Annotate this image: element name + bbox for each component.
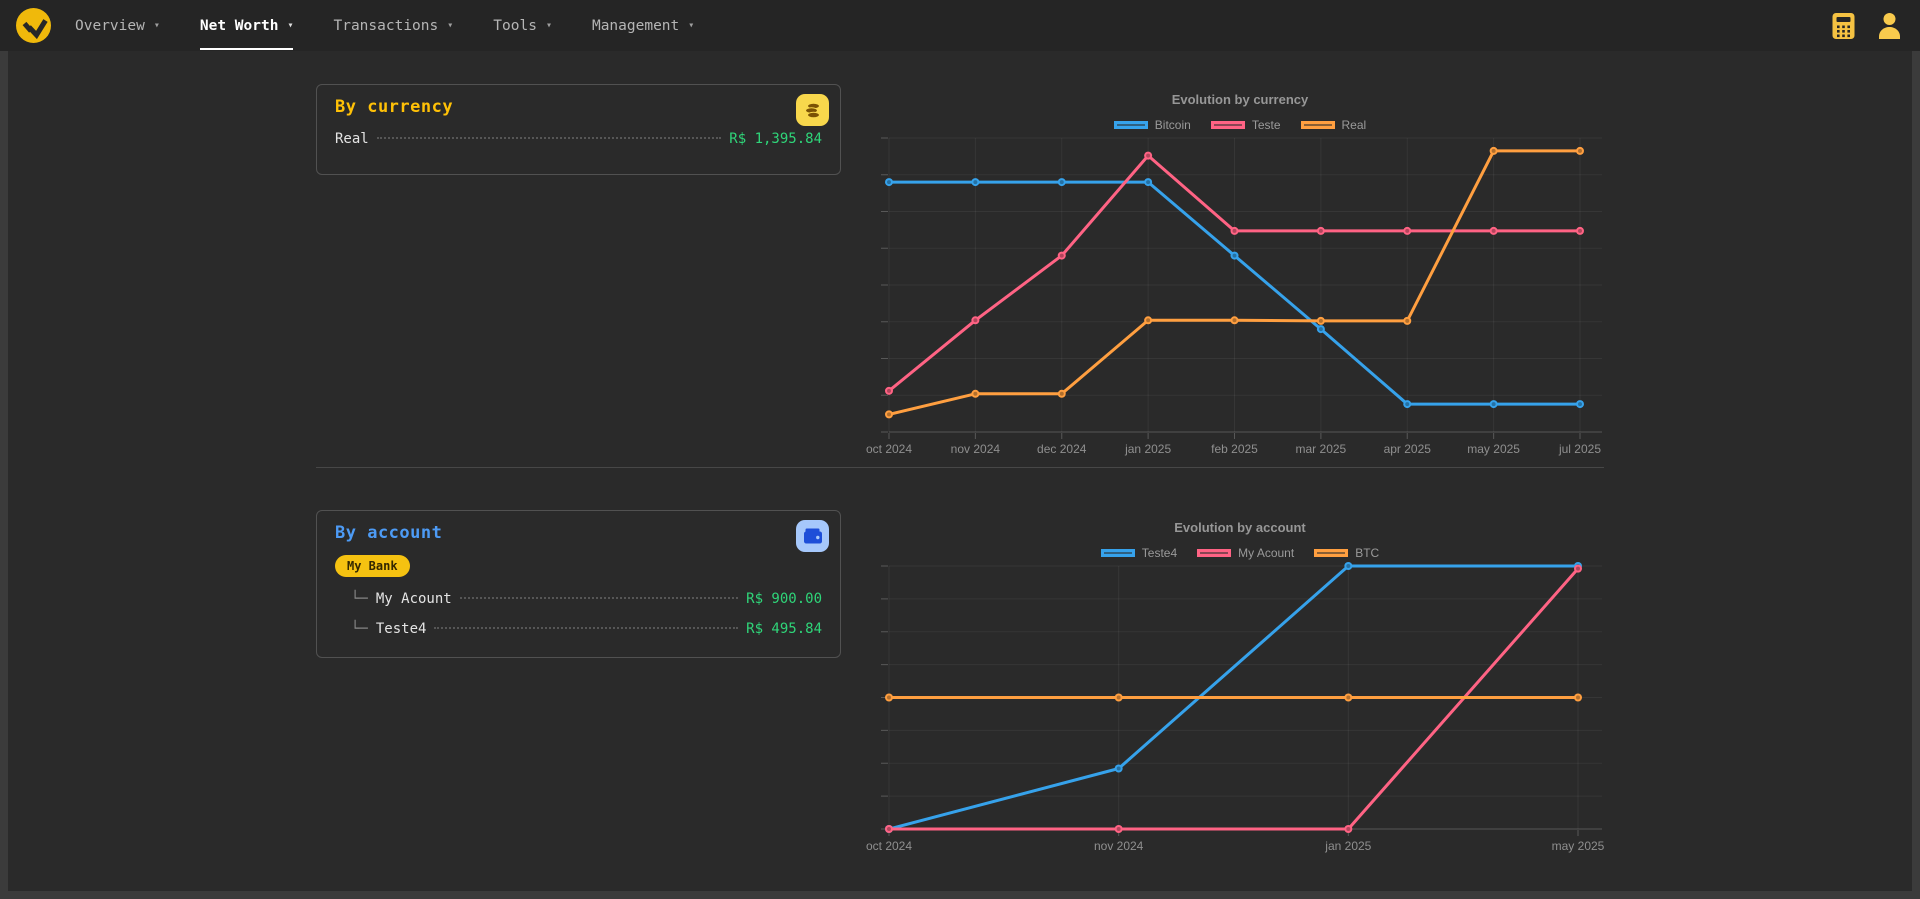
- x-axis-label: nov 2024: [1094, 839, 1144, 853]
- chart-canvas[interactable]: oct 2024 nov 2024 dec 2024 jan 2025 feb 2025…: [866, 137, 1612, 462]
- chevron-down-icon: ▾: [287, 20, 294, 31]
- wallet-icon[interactable]: [796, 520, 829, 552]
- legend-swatch: [1300, 121, 1335, 129]
- legend-label: My Acount: [1238, 546, 1295, 560]
- section-divider: [316, 467, 1604, 468]
- legend-item-bitcoin[interactable]: Bitcoin: [1113, 118, 1191, 132]
- x-axis-label: oct 2024: [866, 839, 912, 853]
- legend-swatch: [1197, 549, 1232, 557]
- by-account-title: By account: [335, 523, 443, 543]
- account-row: └─ Teste4 R$ 495.84: [335, 621, 822, 637]
- x-axis-label: oct 2024: [866, 442, 912, 456]
- chevron-down-icon: ▾: [447, 20, 454, 31]
- legend-label: Bitcoin: [1154, 118, 1191, 132]
- currency-row: Real R$ 1,395.84: [335, 131, 822, 147]
- nav-item-transactions[interactable]: Transactions ▾: [333, 0, 453, 51]
- x-axis-label: dec 2024: [1037, 442, 1087, 456]
- account-value: R$ 495.84: [746, 621, 822, 637]
- account-label: Teste4: [375, 621, 427, 637]
- legend-swatch: [1210, 121, 1245, 129]
- nav-item-net-worth[interactable]: Net Worth ▾: [199, 0, 294, 51]
- evolution-by-account-chart: Evolution by account Teste4 My Acount BTC oc…: [866, 518, 1612, 859]
- legend-label: Teste4: [1141, 546, 1178, 560]
- nav-item-label: Overview: [75, 17, 145, 34]
- legend-swatch: [1113, 121, 1148, 129]
- currency-label: Real: [335, 131, 369, 147]
- account-value: R$ 900.00: [746, 591, 822, 607]
- x-axis-label: jul 2025: [1558, 442, 1601, 456]
- legend-item-teste[interactable]: Teste: [1210, 118, 1281, 132]
- navbar-right: [1832, 12, 1920, 40]
- tree-branch-icon: └─: [351, 591, 368, 607]
- nav-item-management[interactable]: Management ▾: [592, 0, 694, 51]
- user-icon[interactable]: [1877, 12, 1902, 39]
- by-account-card: By account My Bank └─ My Acount R$ 900.00 └…: [316, 510, 841, 658]
- chart-legend: Bitcoin Teste Real: [868, 118, 1612, 132]
- nav-item-label: Management: [591, 17, 680, 34]
- nav-item-label: Net Worth: [199, 17, 279, 34]
- legend-item-btc[interactable]: BTC: [1314, 546, 1379, 560]
- coins-icon[interactable]: [796, 94, 829, 126]
- nav-item-overview[interactable]: Overview ▾: [75, 0, 160, 51]
- app-logo-icon: [15, 8, 51, 43]
- navbar: Overview ▾ Net Worth ▾ Transactions ▾ Tools ▾ Ma…: [0, 0, 1920, 51]
- tree-branch-icon: └─: [351, 621, 368, 637]
- x-axis-label: may 2025: [1552, 839, 1605, 853]
- chart-canvas[interactable]: oct 2024 nov 2024 jan 2025 may 2025: [866, 562, 1612, 859]
- x-axis-label: mar 2025: [1296, 442, 1347, 456]
- legend-swatch: [1100, 549, 1135, 557]
- chart-title: Evolution by account: [1174, 520, 1306, 535]
- legend-label: Teste: [1251, 118, 1281, 132]
- x-axis-label: apr 2025: [1384, 442, 1432, 456]
- nav-item-label: Tools: [493, 17, 537, 34]
- by-currency-title: By currency: [335, 97, 454, 117]
- evolution-by-currency-chart: Evolution by currency Bitcoin Teste Real oct…: [866, 90, 1612, 462]
- nav-menu: Overview ▾ Net Worth ▾ Transactions ▾ Tools ▾ Ma…: [75, 0, 694, 51]
- legend-item-real[interactable]: Real: [1300, 118, 1367, 132]
- account-row: └─ My Acount R$ 900.00: [335, 591, 822, 607]
- calculator-icon[interactable]: [1832, 12, 1855, 40]
- chevron-down-icon: ▾: [688, 20, 695, 31]
- x-axis-label: may 2025: [1467, 442, 1520, 456]
- currency-value: R$ 1,395.84: [729, 131, 822, 147]
- chevron-down-icon: ▾: [153, 20, 160, 31]
- x-axis-label: feb 2025: [1211, 442, 1258, 456]
- x-axis-label: jan 2025: [1124, 442, 1171, 456]
- nav-item-tools[interactable]: Tools ▾: [493, 0, 552, 51]
- by-currency-card: By currency Real R$ 1,395.84: [316, 84, 841, 175]
- legend-swatch: [1314, 549, 1349, 557]
- x-axis-label: nov 2024: [951, 442, 1001, 456]
- main-content: By currency Real R$ 1,395.84 Evolution by…: [8, 51, 1912, 891]
- by-currency-rows: Real R$ 1,395.84: [335, 131, 822, 147]
- account-label: My Acount: [375, 591, 452, 607]
- dotted-leader: [459, 597, 739, 599]
- legend-label: Real: [1341, 118, 1367, 132]
- bank-badge: My Bank: [335, 555, 410, 577]
- x-axis-label: jan 2025: [1324, 839, 1371, 853]
- by-account-rows: └─ My Acount R$ 900.00 └─ Teste4 R$ 495.84: [335, 591, 822, 637]
- dotted-leader: [434, 627, 739, 629]
- legend-item-teste4[interactable]: Teste4: [1100, 546, 1178, 560]
- nav-item-label: Transactions: [333, 17, 439, 34]
- chart-title: Evolution by currency: [1171, 92, 1309, 107]
- legend-label: BTC: [1355, 546, 1380, 560]
- legend-item-my-acount[interactable]: My Acount: [1197, 546, 1294, 560]
- chart-legend: Teste4 My Acount BTC: [868, 546, 1612, 560]
- chevron-down-icon: ▾: [545, 20, 552, 31]
- dotted-leader: [376, 137, 722, 139]
- app-logo[interactable]: [0, 7, 66, 44]
